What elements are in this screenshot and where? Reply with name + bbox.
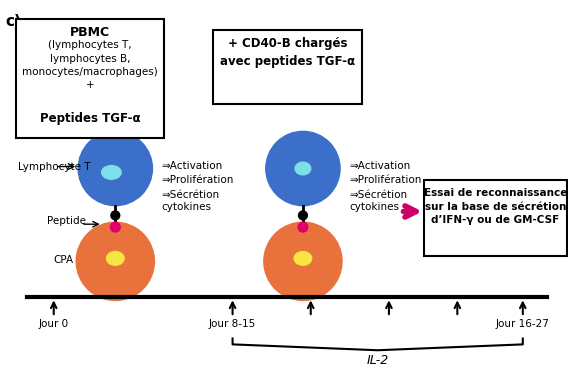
Ellipse shape xyxy=(102,166,121,179)
Text: Jour 8-15: Jour 8-15 xyxy=(209,319,256,329)
Text: Peptide: Peptide xyxy=(47,216,86,226)
Ellipse shape xyxy=(294,252,312,265)
Text: Essai de reconnaissance
sur la base de sécrétion
d’IFN-γ ou de GM-CSF: Essai de reconnaissance sur la base de s… xyxy=(424,188,567,225)
FancyBboxPatch shape xyxy=(213,30,361,104)
Text: ⇒Sécrétion: ⇒Sécrétion xyxy=(162,190,220,200)
Ellipse shape xyxy=(299,211,307,220)
FancyBboxPatch shape xyxy=(16,19,164,138)
Text: ⇒Prolifération: ⇒Prolifération xyxy=(162,175,234,185)
Circle shape xyxy=(264,222,342,301)
Text: Peptides TGF-α: Peptides TGF-α xyxy=(40,112,140,125)
Ellipse shape xyxy=(295,162,311,175)
Ellipse shape xyxy=(111,211,120,220)
Text: Lymphocyte T: Lymphocyte T xyxy=(17,161,90,172)
Text: ⇒Activation: ⇒Activation xyxy=(162,161,223,171)
Text: + CD40-B chargés
avec peptides TGF-α: + CD40-B chargés avec peptides TGF-α xyxy=(220,36,355,67)
Text: Jour 16-27: Jour 16-27 xyxy=(496,319,550,329)
Text: c): c) xyxy=(5,14,21,29)
Circle shape xyxy=(266,132,340,206)
Text: IL-2: IL-2 xyxy=(367,354,389,367)
FancyBboxPatch shape xyxy=(424,180,567,257)
Text: Jour 0: Jour 0 xyxy=(39,319,69,329)
Text: (lymphocytes T,
lymphocytes B,
monocytes/macrophages)
+: (lymphocytes T, lymphocytes B, monocytes… xyxy=(22,41,158,90)
Text: ⇒Prolifération: ⇒Prolifération xyxy=(350,175,422,185)
Text: CPA: CPA xyxy=(54,255,74,265)
Text: cytokines: cytokines xyxy=(162,202,211,212)
Circle shape xyxy=(298,222,308,232)
Text: ⇒Activation: ⇒Activation xyxy=(350,161,411,171)
Circle shape xyxy=(78,132,152,206)
Text: cytokines: cytokines xyxy=(350,202,400,212)
Ellipse shape xyxy=(106,252,124,265)
Text: ⇒Sécrétion: ⇒Sécrétion xyxy=(350,190,408,200)
Circle shape xyxy=(110,222,120,232)
Circle shape xyxy=(76,222,155,301)
Text: PBMC: PBMC xyxy=(70,26,110,39)
